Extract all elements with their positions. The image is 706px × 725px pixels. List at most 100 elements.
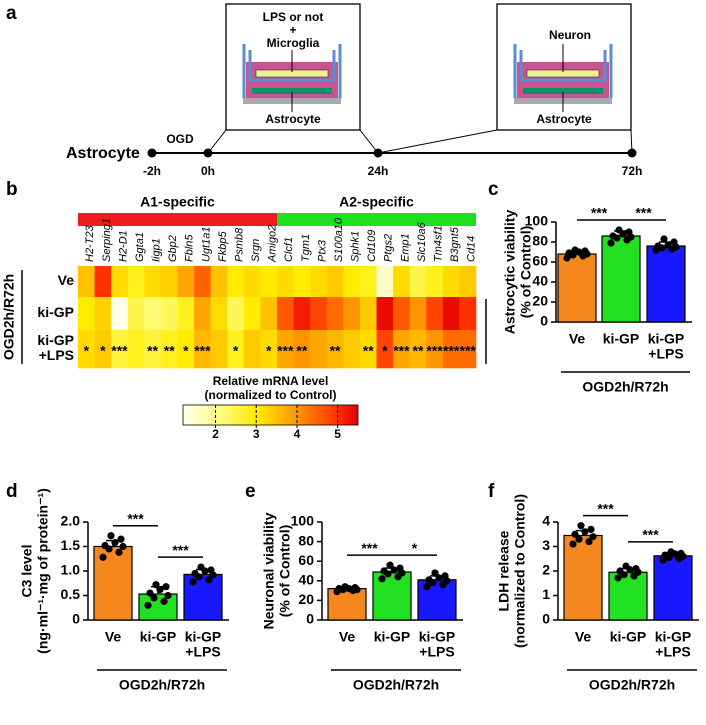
group-label: OGD2h/R72h bbox=[589, 677, 675, 693]
heat-cell bbox=[177, 266, 195, 298]
group-bar bbox=[277, 213, 476, 226]
significance: * bbox=[266, 343, 272, 359]
y-axis-label: Neuronal viability bbox=[261, 512, 277, 629]
heat-cell bbox=[459, 330, 477, 369]
time-label: -2h bbox=[143, 164, 161, 178]
y-tick-label: 4 bbox=[542, 513, 550, 529]
row-label: +LPS bbox=[39, 347, 74, 363]
heat-cell bbox=[111, 330, 129, 369]
gene-label: Ptgs2 bbox=[383, 234, 395, 262]
significance: * bbox=[84, 343, 90, 359]
significance: ** bbox=[147, 343, 158, 359]
heat-cell bbox=[210, 330, 228, 369]
row-label: ki-GP bbox=[37, 332, 74, 348]
heat-cell bbox=[160, 330, 178, 369]
heat-cell bbox=[409, 330, 427, 369]
significance: ** bbox=[363, 343, 374, 359]
heat-cell bbox=[359, 297, 377, 331]
colorbar-tick-label: 2 bbox=[212, 427, 219, 441]
heat-cell bbox=[160, 266, 178, 298]
heat-cell bbox=[442, 330, 460, 369]
heat-cell bbox=[442, 266, 460, 298]
x-tick-label: +LPS bbox=[655, 644, 690, 660]
bar bbox=[327, 588, 367, 621]
data-point bbox=[150, 594, 158, 602]
significance: *** bbox=[426, 343, 443, 359]
row-label: ki-GP bbox=[37, 304, 74, 320]
box-text: Neuron bbox=[549, 28, 591, 42]
heat-cell bbox=[127, 330, 145, 369]
heat-cell bbox=[243, 266, 261, 298]
connector bbox=[207, 129, 633, 154]
data-point bbox=[156, 586, 164, 594]
y-tick-label: 100 bbox=[525, 213, 549, 229]
y-tick-label: 60 bbox=[532, 253, 548, 269]
y-tick-label: 0 bbox=[542, 611, 550, 627]
gene-label: H2-T23 bbox=[84, 224, 96, 262]
data-point bbox=[351, 584, 359, 592]
heat-cell bbox=[111, 266, 129, 298]
data-point bbox=[341, 583, 349, 591]
gene-label: Ggta1 bbox=[134, 232, 146, 262]
heat-cell bbox=[194, 330, 211, 369]
data-point bbox=[119, 542, 127, 551]
time-point bbox=[627, 148, 637, 158]
gene-label: H2-D1 bbox=[117, 230, 129, 262]
data-point bbox=[660, 235, 668, 243]
data-point bbox=[667, 548, 675, 556]
x-tick-label: +LPS bbox=[648, 346, 683, 362]
bar bbox=[653, 555, 693, 621]
gene-label: Clcf1 bbox=[283, 237, 295, 262]
heat-cell bbox=[144, 266, 162, 298]
y-tick-label: 20 bbox=[532, 293, 548, 309]
data-point bbox=[115, 548, 123, 556]
panel-label: f bbox=[488, 481, 495, 502]
gene-label: Tm4sf1 bbox=[432, 225, 444, 262]
heat-cell bbox=[194, 266, 211, 298]
y-tick-label: 40 bbox=[298, 572, 314, 588]
gene-label: Ptx3 bbox=[316, 239, 328, 262]
data-point bbox=[386, 561, 394, 569]
significance-label: * bbox=[412, 540, 418, 556]
treatment-label: OGD bbox=[166, 132, 194, 146]
significance: ** bbox=[413, 343, 424, 359]
significance: *** bbox=[194, 343, 211, 359]
heat-cell bbox=[409, 297, 427, 331]
y-axis-label: (% of Control) bbox=[277, 525, 293, 618]
gene-label: Amigo2 bbox=[267, 225, 279, 263]
heat-cell bbox=[376, 266, 394, 298]
significance: * bbox=[183, 343, 189, 359]
data-point bbox=[607, 239, 615, 247]
gene-label: Srgn bbox=[250, 239, 262, 262]
significance-label: *** bbox=[127, 510, 144, 526]
heat-cell bbox=[343, 266, 361, 298]
data-point bbox=[571, 246, 579, 254]
heat-cell bbox=[227, 266, 245, 298]
data-point bbox=[99, 553, 107, 561]
heat-cell bbox=[359, 266, 377, 298]
significance-label: *** bbox=[642, 527, 659, 543]
heat-cell bbox=[127, 266, 145, 298]
gene-label: Ugt1a1 bbox=[200, 227, 212, 262]
box-text: + bbox=[289, 23, 296, 37]
y-tick-label: 2.0 bbox=[61, 513, 81, 529]
gene-label: S100a10 bbox=[333, 217, 345, 262]
significance: ** bbox=[296, 343, 307, 359]
gene-label: Cd14 bbox=[466, 236, 478, 262]
x-tick-label: ki-GP bbox=[648, 331, 685, 347]
heat-cell bbox=[78, 297, 95, 331]
significance: *** bbox=[111, 343, 128, 359]
data-point bbox=[615, 226, 623, 234]
significance-label: *** bbox=[361, 540, 378, 556]
box-text: LPS or not bbox=[263, 10, 324, 24]
data-point bbox=[390, 566, 398, 574]
group-label: OGD2h/R72h bbox=[353, 677, 439, 693]
y-axis-label: LDH release bbox=[496, 530, 512, 611]
gene-label: Psmb8 bbox=[233, 227, 245, 262]
x-tick-label: ki-GP bbox=[140, 629, 177, 645]
data-point bbox=[378, 575, 386, 583]
heat-cell bbox=[393, 266, 410, 298]
gene-label: B3gnt5 bbox=[449, 226, 461, 262]
bar bbox=[138, 593, 178, 621]
heat-cell bbox=[243, 297, 261, 331]
